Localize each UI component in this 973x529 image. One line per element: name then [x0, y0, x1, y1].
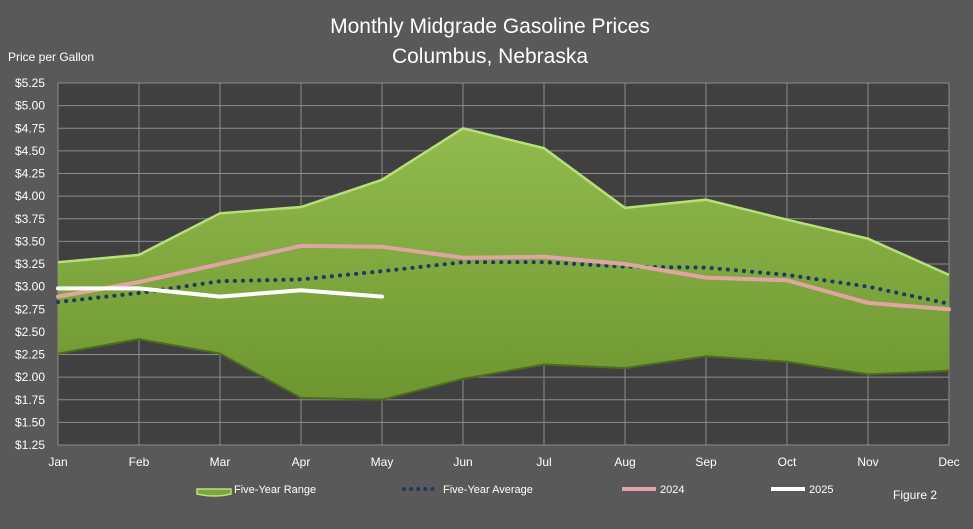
legend-label-2025: 2025	[809, 484, 833, 496]
x-tick-label: Sep	[695, 455, 717, 469]
y-tick-label: $5.25	[15, 76, 45, 90]
x-tick-label: Apr	[292, 455, 311, 469]
y-axis-label: Price per Gallon	[8, 50, 94, 64]
chart-title-line1: Monthly Midgrade Gasoline Prices	[330, 15, 650, 38]
legend-label-2024: 2024	[660, 484, 684, 496]
y-tick-label: $4.25	[15, 167, 45, 181]
x-tick-label: Mar	[210, 455, 231, 469]
x-tick-label: Jul	[536, 455, 551, 469]
legend-item-2025: 2025	[771, 484, 833, 496]
y-tick-label: $2.50	[15, 325, 45, 339]
y-tick-label: $3.25	[15, 257, 45, 271]
y-tick-label: $3.00	[15, 280, 45, 294]
figure-label: Figure 2	[893, 488, 937, 502]
series-line-five-year-average	[56, 260, 951, 306]
legend-label-five-year-average: Five-Year Average	[443, 484, 533, 496]
x-tick-label: Aug	[614, 455, 635, 469]
x-tick-label: Feb	[129, 455, 150, 469]
x-tick-label: Dec	[938, 455, 959, 469]
series-line-2025	[56, 286, 384, 299]
legend-item-five-year-range: Five-Year Range	[196, 484, 316, 497]
y-tick-label: $5.00	[15, 99, 45, 113]
y-tick-label: $2.75	[15, 302, 45, 316]
legend-item-five-year-average: Five-Year Average	[402, 484, 533, 496]
y-tick-label: $1.50	[15, 415, 45, 429]
five-year-range-low-edge	[57, 338, 950, 401]
x-tick-label: Oct	[778, 455, 797, 469]
y-tick-label: $4.75	[15, 121, 45, 135]
y-axis-ticks: $1.25 $1.50 $1.75 $2.00 $2.25 $2.50 $2.75 $3.00…	[15, 76, 45, 452]
y-tick-label: $4.50	[15, 144, 45, 158]
five-year-range-high-edge	[57, 126, 950, 277]
five-year-range-layer	[57, 126, 950, 401]
chart-title-line2: Columbus, Nebraska	[392, 45, 588, 68]
x-tick-label: May	[371, 455, 394, 469]
x-tick-label: Jun	[453, 455, 472, 469]
y-tick-label: $2.25	[15, 348, 45, 362]
five-year-range-area	[58, 128, 949, 400]
series-lines-layer	[56, 243, 951, 312]
legend-label-five-year-range: Five-Year Range	[234, 484, 316, 496]
x-tick-label: Nov	[857, 455, 878, 469]
y-tick-label: $3.50	[15, 234, 45, 248]
legend-item-2024: 2024	[622, 484, 684, 496]
y-tick-label: $4.00	[15, 189, 45, 203]
y-tick-label: $1.75	[15, 393, 45, 407]
y-tick-label: $2.00	[15, 370, 45, 384]
legend: Five-Year Range Five-Year Average 2024 2…	[196, 484, 833, 497]
x-tick-label: Jan	[48, 455, 67, 469]
x-axis-ticks: Jan Feb Mar Apr May Jun Jul Aug Sep Oct Nov Dec	[48, 455, 959, 469]
y-tick-label: $3.75	[15, 212, 45, 226]
series-line-2024	[56, 243, 951, 312]
y-tick-label: $1.25	[15, 438, 45, 452]
legend-swatch-five-year-range	[196, 488, 232, 497]
